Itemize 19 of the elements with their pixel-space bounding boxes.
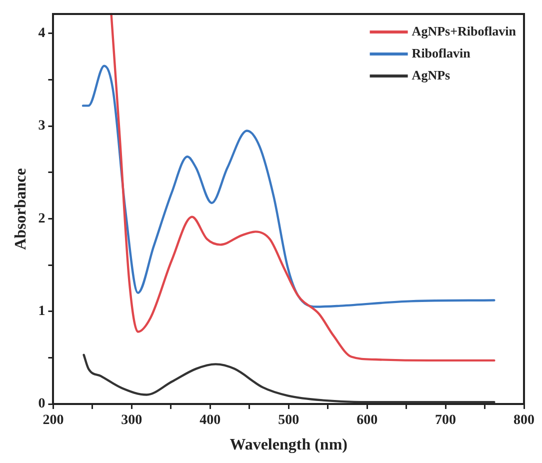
x-tick-label: 500 xyxy=(278,413,300,428)
y-tick-label: 0 xyxy=(38,396,46,412)
line-series xyxy=(82,354,496,404)
y-tick-label: 3 xyxy=(38,118,46,134)
x-tick-label: 700 xyxy=(435,413,456,428)
x-tick-label: 800 xyxy=(514,413,534,428)
y-axis-title: Absorbance xyxy=(12,168,30,250)
y-tick-label: 2 xyxy=(38,211,46,226)
legend-label: AgNPs+Riboflavin xyxy=(412,23,517,38)
x-tick-label: 600 xyxy=(356,413,378,428)
x-tick-label: 300 xyxy=(121,413,142,428)
line-series xyxy=(82,64,496,308)
legend-label: Riboflavin xyxy=(412,45,472,60)
y-tick-label: 1 xyxy=(38,304,46,319)
x-tick-label: 400 xyxy=(200,413,221,428)
x-tick-label: 200 xyxy=(42,413,64,428)
legend-label: AgNPs xyxy=(412,67,450,82)
y-tick-label: 4 xyxy=(38,26,46,42)
x-axis-title: Wavelength (nm) xyxy=(230,436,348,454)
